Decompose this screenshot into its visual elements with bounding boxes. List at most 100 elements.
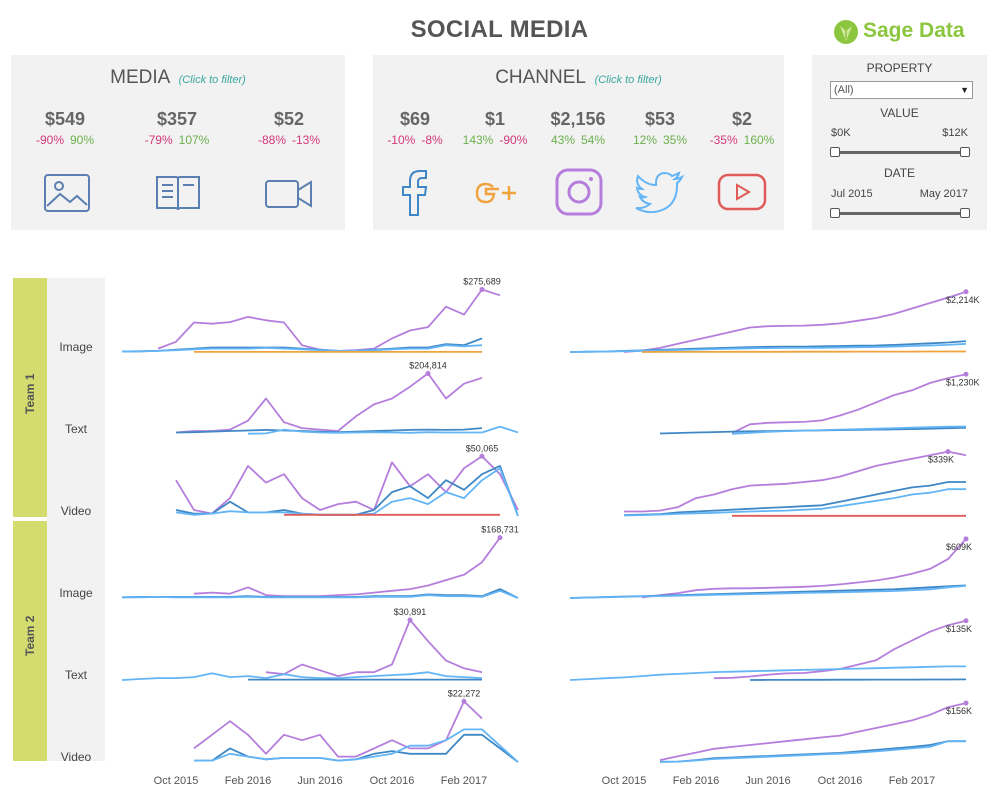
value-min: $0K	[831, 127, 851, 139]
value-slider-max-handle[interactable]	[960, 147, 970, 157]
team-1-band[interactable]	[13, 278, 47, 517]
series-line-instagram	[731, 373, 967, 434]
x-tick-label: Oct 2015	[602, 775, 647, 787]
series-line-instagram	[193, 537, 501, 598]
series-line-instagram	[175, 455, 519, 515]
series-line-instagram	[175, 372, 483, 434]
channel-kpi-twitter[interactable]: $53 12% 35%	[620, 109, 700, 147]
kpi-pct-b: -8%	[421, 133, 443, 147]
kpi-pct-b: 160%	[743, 133, 775, 147]
value-label: VALUE	[880, 106, 919, 120]
series-line-instagram	[641, 538, 967, 599]
value-slider-track[interactable]	[834, 151, 964, 154]
x-tick-label: Oct 2016	[370, 775, 415, 787]
kpi-value: $1	[484, 109, 506, 129]
channel-kpi-youtube[interactable]: $2 -35% 160%	[702, 109, 782, 147]
youtube-icon[interactable]	[717, 173, 767, 211]
channel-panel-title: CHANNEL (Click to filter)	[373, 67, 784, 89]
kpi-pct-b: 35%	[663, 133, 688, 147]
channel-title-text: CHANNEL	[495, 67, 586, 88]
image-icon[interactable]	[44, 174, 90, 212]
row-label-team2-image: Image	[59, 586, 93, 600]
series-line-twitter	[623, 488, 966, 517]
instagram-icon[interactable]	[555, 168, 603, 216]
peak-data-label: $22,272	[448, 688, 481, 698]
kpi-pct-b: 90%	[69, 133, 95, 147]
date-min: Jul 2015	[831, 188, 873, 200]
series-line-twitter	[121, 671, 483, 681]
peak-point	[425, 370, 431, 376]
kpi-pct-a: -79%	[144, 133, 173, 147]
peak-data-label: $339K	[928, 455, 954, 465]
kpi-value: $52	[273, 109, 305, 129]
series-line-twitter	[247, 425, 519, 435]
channel-panel: CHANNEL (Click to filter) $69 -10% -8% $1…	[373, 55, 784, 230]
peak-point	[963, 700, 969, 706]
channel-kpi-google-plus[interactable]: $1 143% -90%	[455, 109, 535, 147]
kpi-pct-b: -13%	[292, 133, 321, 147]
kpi-value: $53	[644, 109, 676, 129]
book-icon[interactable]	[155, 174, 201, 212]
row-label-team1-video: Video	[60, 504, 92, 518]
channel-filter-hint[interactable]: (Click to filter)	[594, 74, 662, 86]
peak-point	[963, 536, 969, 542]
kpi-value: $357	[156, 109, 198, 129]
media-kpi-text[interactable]: $357 -79% 107%	[137, 109, 217, 147]
media-row-header-column	[47, 278, 105, 761]
peak-data-label: $609K	[946, 542, 972, 552]
row-label-team2-text: Text	[64, 668, 87, 682]
x-tick-label: Jun 2016	[745, 775, 790, 787]
row-label-team1-image: Image	[59, 340, 93, 354]
date-slider-max-handle[interactable]	[960, 208, 970, 218]
date-slider-track[interactable]	[834, 212, 964, 215]
peak-point	[479, 453, 485, 459]
media-kpi-video[interactable]: $52 -88% -13%	[249, 109, 329, 147]
series-line-twitter	[175, 467, 519, 517]
property-dropdown[interactable]: (All) ▼	[830, 81, 973, 99]
kpi-pct-b: 54%	[581, 133, 606, 147]
series-line-twitter	[569, 665, 966, 681]
date-slider-min-handle[interactable]	[830, 208, 840, 218]
sage-data-logo[interactable]: Sage Data	[833, 16, 993, 48]
facebook-icon[interactable]	[399, 169, 429, 217]
property-label: PROPERTY	[866, 61, 933, 75]
channel-kpi-facebook[interactable]: $69 -10% -8%	[375, 109, 455, 147]
series-line-instagram	[193, 700, 483, 758]
value-slider-min-handle[interactable]	[830, 147, 840, 157]
kpi-pct-a: 12%	[632, 133, 657, 147]
kpi-pct-a: 43%	[550, 133, 575, 147]
media-panel: MEDIA (Click to filter) $549 -90% 90% $35…	[11, 55, 345, 230]
series-line-facebook	[175, 465, 519, 517]
peak-data-label: $30,891	[394, 607, 427, 617]
series-line-twitter	[122, 589, 519, 599]
series-line-twitter	[194, 728, 519, 763]
x-tick-label: Oct 2016	[818, 775, 863, 787]
date-max: May 2017	[919, 188, 968, 200]
series-line-instagram	[265, 619, 483, 677]
google-plus-icon[interactable]	[471, 175, 521, 211]
kpi-value: $69	[399, 109, 431, 129]
series-line-facebook	[659, 740, 966, 763]
series-line-instagram	[624, 450, 967, 513]
kpi-pct-b: 107%	[178, 133, 210, 147]
kpi-pct-a: -88%	[257, 133, 286, 147]
x-tick-label: Feb 2017	[441, 775, 487, 787]
team-2-band[interactable]	[13, 521, 47, 761]
video-camera-icon[interactable]	[265, 177, 313, 211]
series-line-facebook	[194, 733, 519, 763]
peak-data-label: $168,731	[481, 525, 519, 535]
media-kpi-image[interactable]: $549 -90% 90%	[25, 109, 105, 147]
peak-data-label: $1,230K	[946, 377, 980, 387]
date-label: DATE	[883, 166, 916, 180]
peak-point	[963, 371, 969, 377]
peak-data-label: $275,689	[463, 277, 501, 287]
kpi-value: $549	[44, 109, 86, 129]
channel-kpi-instagram[interactable]: $2,156 43% 54%	[538, 109, 618, 147]
twitter-icon[interactable]	[635, 171, 685, 213]
media-filter-hint[interactable]: (Click to filter)	[178, 74, 246, 86]
logo-text: Sage Data	[863, 19, 965, 42]
kpi-pct-a: -35%	[709, 133, 738, 147]
peak-point	[945, 449, 951, 455]
property-selected-value: (All)	[834, 84, 854, 96]
